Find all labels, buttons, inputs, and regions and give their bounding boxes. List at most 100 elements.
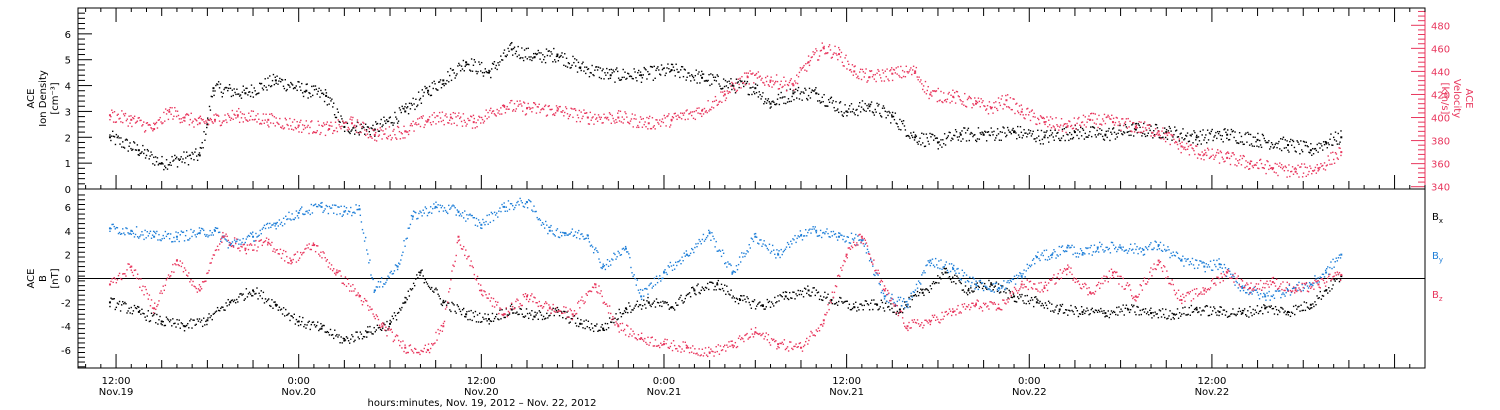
data-point	[719, 250, 722, 252]
data-point	[493, 113, 496, 115]
data-point	[831, 235, 834, 237]
data-point	[731, 81, 733, 84]
data-point	[1223, 128, 1225, 131]
data-point	[440, 303, 443, 305]
data-point	[1309, 307, 1312, 309]
data-point	[774, 296, 776, 299]
data-point	[262, 113, 265, 115]
data-point	[118, 137, 120, 139]
data-point	[1005, 135, 1007, 138]
data-point	[652, 126, 655, 128]
data-point	[363, 240, 366, 242]
data-point	[525, 47, 528, 50]
data-point	[175, 326, 177, 328]
data-point	[745, 72, 748, 74]
data-point	[426, 121, 428, 123]
data-point	[108, 301, 111, 304]
data-point	[710, 239, 712, 241]
data-point	[713, 238, 715, 240]
data-point	[841, 61, 844, 64]
data-point	[457, 115, 459, 117]
data-point	[740, 80, 742, 83]
data-point	[1332, 158, 1335, 161]
data-point	[483, 71, 486, 74]
top-left-tick-label: 2	[65, 133, 71, 144]
data-point	[1001, 95, 1003, 97]
data-point	[1097, 134, 1099, 136]
data-point	[760, 79, 762, 81]
data-point	[1221, 156, 1223, 158]
data-point	[284, 117, 287, 120]
data-point	[828, 235, 830, 238]
data-point	[781, 97, 783, 99]
data-point	[277, 225, 279, 227]
data-point	[568, 62, 571, 65]
data-point	[166, 168, 169, 170]
data-point	[314, 131, 317, 134]
data-point	[962, 138, 964, 140]
data-point	[826, 228, 828, 230]
data-point	[288, 84, 290, 87]
data-point	[482, 316, 484, 319]
data-point	[679, 116, 681, 119]
data-point	[753, 233, 756, 235]
data-point	[475, 70, 477, 73]
data-point	[580, 69, 582, 72]
data-point	[265, 86, 267, 88]
data-point	[775, 103, 777, 106]
data-point	[405, 103, 407, 105]
data-point	[281, 313, 284, 315]
data-point	[279, 309, 282, 311]
data-point	[563, 115, 565, 117]
data-point	[205, 120, 207, 122]
data-point	[716, 282, 718, 284]
data-point	[373, 129, 375, 131]
data-point	[611, 72, 613, 74]
data-point	[490, 320, 493, 323]
data-point	[1301, 176, 1304, 178]
data-point	[636, 279, 639, 281]
data-point	[371, 127, 373, 130]
data-point	[771, 244, 774, 247]
data-point	[1221, 135, 1223, 137]
data-point	[212, 90, 214, 92]
data-point	[108, 114, 111, 117]
data-point	[554, 112, 557, 114]
data-point	[281, 79, 284, 81]
data-point	[1060, 305, 1063, 308]
data-point	[354, 129, 357, 132]
data-point	[1161, 308, 1164, 310]
data-point	[899, 118, 901, 121]
data-point	[1006, 126, 1009, 129]
data-point	[1137, 306, 1139, 308]
data-point	[1104, 316, 1106, 318]
data-point	[309, 213, 311, 216]
data-point	[698, 107, 700, 109]
data-point	[465, 313, 468, 316]
data-point	[458, 112, 460, 114]
data-point	[853, 306, 856, 309]
data-point	[598, 258, 600, 260]
data-point	[614, 253, 616, 256]
data-point	[827, 232, 829, 235]
data-point	[661, 305, 663, 308]
data-point	[455, 214, 457, 216]
data-point	[437, 89, 439, 91]
data-point	[874, 108, 876, 111]
data-point	[260, 123, 263, 125]
data-point	[197, 153, 200, 156]
data-point	[1334, 131, 1337, 133]
data-point	[474, 224, 477, 226]
data-point	[664, 117, 666, 119]
data-point	[489, 221, 492, 224]
data-point	[534, 52, 537, 55]
data-point	[750, 73, 752, 75]
data-point	[725, 85, 728, 87]
data-point	[1319, 290, 1321, 293]
data-point	[820, 236, 823, 239]
data-point	[1007, 129, 1010, 131]
data-point	[287, 83, 289, 86]
data-point	[752, 300, 755, 303]
data-point	[1157, 316, 1160, 319]
